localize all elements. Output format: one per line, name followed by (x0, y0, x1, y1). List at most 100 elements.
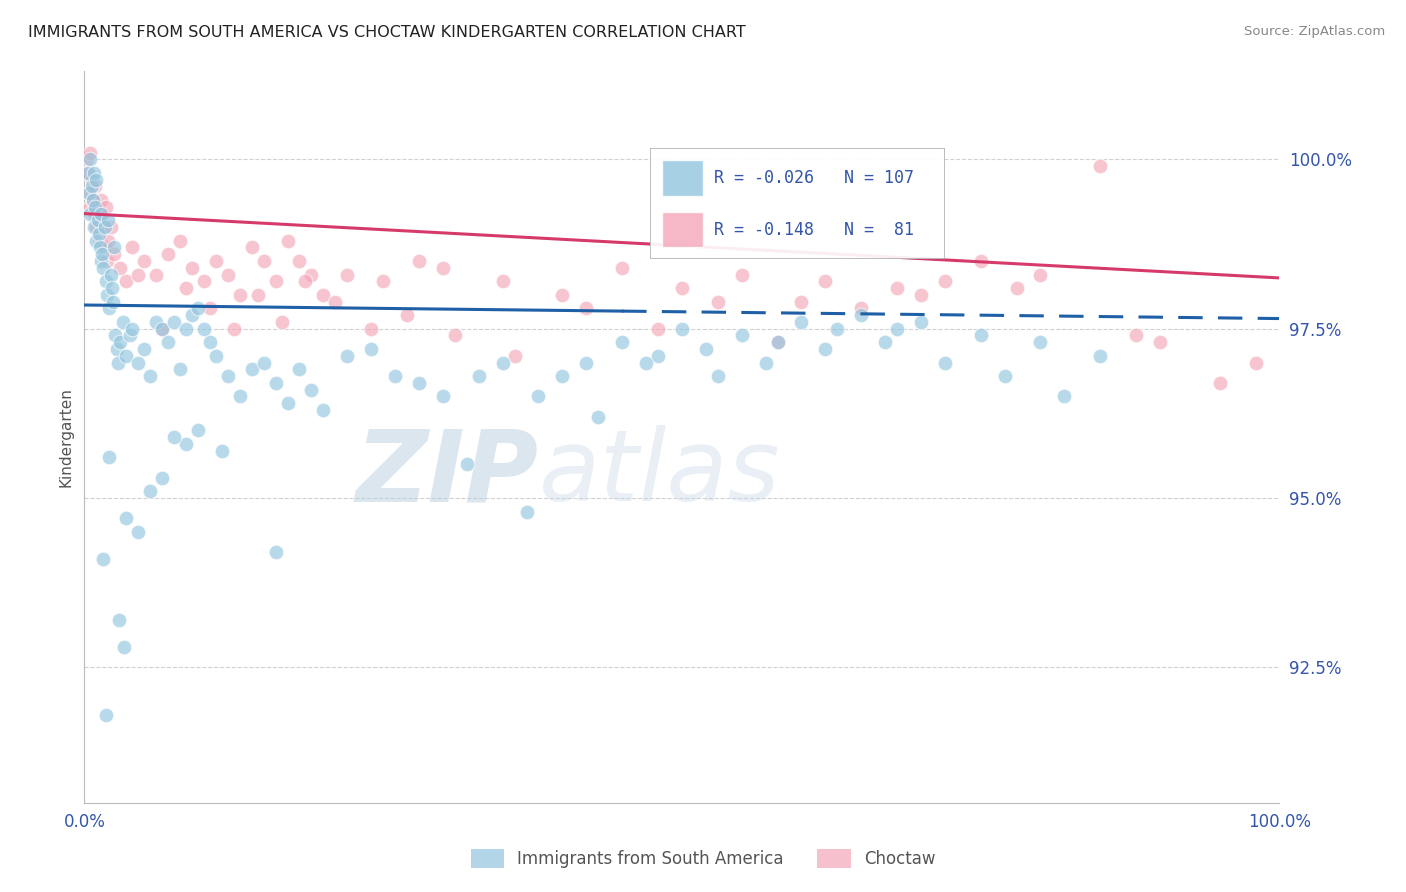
Point (93, 220, 115, 235)
Point (360, 342, 382, 356)
Point (93, 552, 115, 566)
Point (312, 288, 335, 302)
Bar (661, 161, 703, 195)
Point (1090, 159, 1112, 173)
Point (87, 213, 110, 227)
Y-axis label: Kindergarten: Kindergarten (58, 387, 73, 487)
Text: IMMIGRANTS FROM SOUTH AMERICA VS CHOCTAW KINDERGARTEN CORRELATION CHART: IMMIGRANTS FROM SOUTH AMERICA VS CHOCTAW… (28, 25, 745, 40)
Point (79, 206, 101, 220)
Point (468, 369, 491, 384)
Point (91, 247, 114, 261)
Point (575, 301, 598, 316)
Point (115, 274, 138, 288)
Point (115, 349, 138, 363)
Point (229, 389, 252, 403)
Point (277, 396, 299, 410)
Point (108, 613, 131, 627)
Point (934, 355, 956, 369)
Point (110, 335, 132, 350)
Point (1209, 376, 1232, 390)
Point (492, 274, 515, 288)
Point (240, 240, 263, 254)
Point (96, 288, 118, 302)
Point (766, 335, 789, 350)
Point (408, 254, 430, 268)
Point (336, 349, 359, 363)
Point (886, 322, 908, 336)
Point (187, 423, 209, 437)
Point (264, 274, 287, 288)
Point (1005, 281, 1028, 295)
Point (432, 389, 454, 403)
Point (790, 294, 813, 309)
Point (516, 505, 538, 519)
Point (83, 166, 105, 180)
Point (294, 274, 316, 288)
Point (240, 362, 263, 376)
Point (90, 206, 112, 220)
Point (851, 308, 873, 322)
Point (150, 322, 173, 336)
Point (970, 328, 993, 343)
Point (127, 268, 149, 282)
Point (89, 240, 111, 254)
Point (82, 193, 104, 207)
Point (193, 274, 215, 288)
Point (86, 220, 108, 235)
Point (139, 369, 162, 384)
Point (96, 254, 118, 268)
Point (93, 220, 115, 235)
Point (193, 322, 215, 336)
Point (384, 369, 406, 384)
Point (107, 355, 129, 369)
Point (77, 166, 100, 180)
Legend: Immigrants from South America, Choctaw: Immigrants from South America, Choctaw (464, 842, 942, 875)
Point (187, 301, 209, 316)
Point (174, 281, 197, 295)
Point (150, 471, 173, 485)
Point (886, 281, 908, 295)
Point (217, 369, 239, 384)
Point (84, 179, 107, 194)
Point (312, 403, 335, 417)
Point (994, 369, 1017, 384)
Point (827, 322, 849, 336)
Point (432, 260, 454, 275)
Point (86, 234, 108, 248)
Point (444, 328, 467, 343)
Point (132, 254, 156, 268)
Point (217, 268, 239, 282)
Point (731, 328, 754, 343)
Text: ZIP: ZIP (356, 425, 538, 522)
Point (145, 268, 167, 282)
Point (396, 308, 419, 322)
Point (910, 288, 932, 302)
Point (90, 254, 112, 268)
Point (198, 301, 221, 316)
Bar (661, 212, 703, 247)
Point (79, 200, 101, 214)
Point (77, 186, 100, 201)
Point (301, 268, 323, 282)
Point (98, 301, 121, 316)
Point (814, 342, 837, 356)
Point (174, 437, 197, 451)
Point (360, 322, 382, 336)
Point (1053, 389, 1076, 403)
Point (103, 240, 125, 254)
Point (150, 322, 173, 336)
Point (755, 355, 778, 369)
Point (766, 335, 789, 350)
Point (246, 288, 269, 302)
Point (790, 315, 813, 329)
Point (198, 335, 221, 350)
Point (181, 260, 204, 275)
Point (551, 288, 574, 302)
Point (1149, 335, 1171, 350)
Point (94, 274, 117, 288)
Point (910, 315, 932, 329)
Point (86, 172, 108, 186)
Point (80, 179, 103, 194)
Point (612, 260, 634, 275)
Point (588, 409, 610, 424)
